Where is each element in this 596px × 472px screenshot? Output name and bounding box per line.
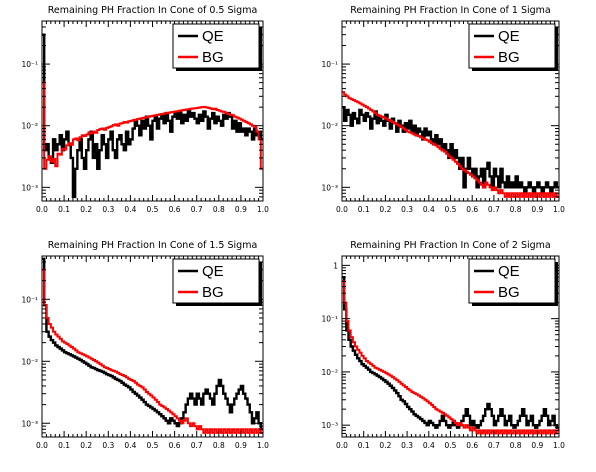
legend-label-bg: BG — [498, 284, 520, 301]
x-tick-label: 0.4 — [124, 205, 136, 214]
legend-label-bg: BG — [498, 49, 520, 66]
legend-box — [172, 258, 260, 304]
chart-panel-1: Remaining PH Fraction In Cone of 0.5 Sig… — [21, 5, 269, 214]
chart-panel-4: Remaining PH Fraction In Cone of 2 Sigma… — [321, 240, 565, 450]
x-tick-label: 0.1 — [358, 205, 370, 214]
y-tick-label: 10⁻² — [21, 357, 38, 366]
series-group — [42, 257, 263, 434]
legend: QE BG — [172, 23, 262, 71]
x-tick-label: 0.8 — [213, 205, 225, 214]
x-tick-label: 0.6 — [466, 441, 478, 450]
legend: QE BG — [172, 258, 262, 306]
x-tick-label: 0.7 — [488, 205, 500, 214]
y-tick-label: 10⁻¹ — [321, 60, 338, 69]
x-tick-label: 0.6 — [169, 441, 181, 450]
series-group — [342, 276, 559, 435]
legend-label-qe: QE — [498, 263, 520, 280]
x-tick-label: 1.0 — [257, 205, 269, 214]
x-tick-label: 0.2 — [379, 205, 391, 214]
x-tick-label: 0.0 — [36, 441, 48, 450]
x-tick-label: 0.7 — [488, 441, 500, 450]
x-tick-label: 0.8 — [510, 441, 522, 450]
y-tick-label: 10⁻¹ — [321, 315, 338, 324]
x-tick-label: 0.3 — [102, 441, 114, 450]
y-tick-label: 10⁻³ — [21, 183, 38, 192]
series-line-qe — [42, 257, 263, 431]
legend-label-qe: QE — [202, 263, 224, 280]
x-tick-label: 0.5 — [445, 205, 457, 214]
series-line-qe — [342, 105, 559, 195]
y-tick-label: 10⁻³ — [321, 183, 338, 192]
x-tick-label: 0.6 — [169, 205, 181, 214]
y-tick-label: 10⁻¹ — [21, 60, 38, 69]
chart-title: Remaining PH Fraction In Cone of 1 Sigma — [350, 5, 551, 16]
x-tick-label: 0.7 — [191, 441, 203, 450]
x-tick-label: 1.0 — [553, 205, 565, 214]
series-line-bg — [42, 268, 263, 434]
chart-panel-2: Remaining PH Fraction In Cone of 1 Sigma… — [321, 5, 565, 214]
x-tick-label: 1.0 — [257, 441, 269, 450]
x-tick-label: 0.9 — [235, 441, 247, 450]
series-group — [42, 33, 263, 199]
chart-panel-3: Remaining PH Fraction In Cone of 1.5 Sig… — [21, 240, 269, 450]
x-tick-label: 0.9 — [235, 205, 247, 214]
x-tick-label: 0.1 — [358, 441, 370, 450]
legend-box — [468, 258, 556, 304]
legend-box — [172, 23, 260, 69]
y-tick-label: 10⁻³ — [321, 421, 338, 430]
x-tick-label: 0.3 — [401, 441, 413, 450]
x-tick-label: 0.0 — [36, 205, 48, 214]
x-tick-label: 0.5 — [147, 205, 159, 214]
x-tick-label: 0.9 — [531, 441, 543, 450]
x-tick-label: 0.3 — [401, 205, 413, 214]
series-line-bg — [42, 81, 263, 170]
y-tick-label: 10⁻² — [321, 122, 338, 131]
chart-title: Remaining PH Fraction In Cone of 1.5 Sig… — [48, 240, 258, 251]
x-tick-label: 0.4 — [124, 441, 136, 450]
x-tick-label: 0.3 — [102, 205, 114, 214]
legend-label-bg: BG — [202, 49, 224, 66]
y-tick-label: 10⁻² — [21, 122, 38, 131]
series-line-bg — [342, 91, 559, 198]
x-tick-label: 0.2 — [80, 205, 92, 214]
legend-box — [468, 23, 556, 69]
x-tick-label: 0.9 — [531, 205, 543, 214]
legend: QE BG — [468, 23, 558, 71]
y-tick-label: 10⁻¹ — [21, 295, 38, 304]
x-tick-label: 0.8 — [213, 441, 225, 450]
series-line-qe — [342, 276, 559, 429]
legend-label-bg: BG — [202, 284, 224, 301]
x-tick-label: 0.0 — [336, 441, 348, 450]
x-tick-label: 1.0 — [553, 441, 565, 450]
x-tick-label: 0.5 — [445, 441, 457, 450]
y-tick-label: 10⁻³ — [21, 419, 38, 428]
x-tick-label: 0.5 — [147, 441, 159, 450]
x-tick-label: 0.2 — [80, 441, 92, 450]
x-tick-label: 0.0 — [336, 205, 348, 214]
y-tick-label: 1 — [333, 261, 338, 270]
x-tick-label: 0.1 — [58, 205, 70, 214]
x-tick-label: 0.4 — [423, 441, 435, 450]
x-tick-label: 0.2 — [379, 441, 391, 450]
chart-title: Remaining PH Fraction In Cone of 2 Sigma — [350, 240, 551, 251]
x-tick-label: 0.6 — [466, 205, 478, 214]
x-tick-label: 0.7 — [191, 205, 203, 214]
series-line-bg — [342, 280, 559, 435]
x-tick-label: 0.1 — [58, 441, 70, 450]
chart-title: Remaining PH Fraction In Cone of 0.5 Sig… — [48, 5, 258, 16]
legend: QE BG — [468, 258, 558, 306]
y-tick-label: 10⁻² — [321, 368, 338, 377]
series-line-qe — [42, 33, 263, 199]
x-tick-label: 0.8 — [510, 205, 522, 214]
series-group — [342, 91, 559, 198]
x-tick-label: 0.4 — [423, 205, 435, 214]
legend-label-qe: QE — [498, 28, 520, 45]
legend-label-qe: QE — [202, 28, 224, 45]
